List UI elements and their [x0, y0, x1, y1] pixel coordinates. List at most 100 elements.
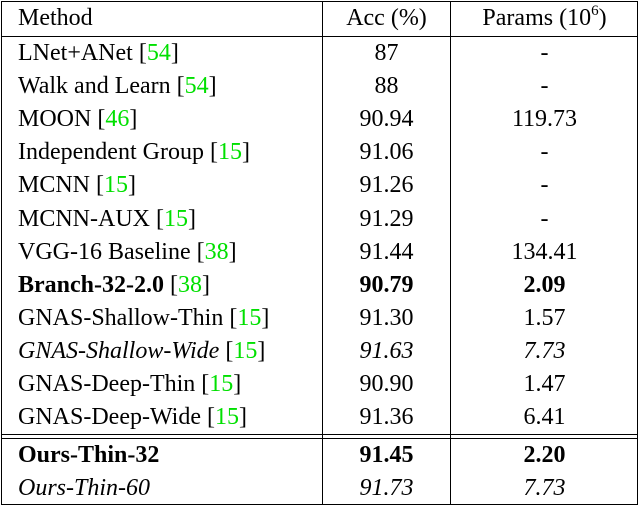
acc-cell: 88	[374, 73, 399, 100]
params-cell: -	[540, 40, 549, 66]
header-acc: Acc (%)	[346, 5, 427, 31]
acc-cell: 90.90	[359, 371, 414, 397]
params-cell: -	[540, 73, 549, 100]
method-name: Ours-Thin-32	[18, 442, 160, 468]
params-cell: 2.09	[523, 271, 566, 298]
citation: 54	[146, 40, 171, 66]
header-params-unit: (10	[559, 5, 592, 31]
params-cell: -	[540, 205, 549, 232]
method-cell: MCNN-AUX [15]	[18, 203, 196, 236]
citation-bracket: ]	[233, 371, 242, 397]
citation-bracket: ]	[170, 40, 179, 66]
params-cell: 7.73	[523, 337, 566, 364]
method-name: GNAS-Shallow-Thin	[18, 304, 224, 331]
params-cell: 7.73	[523, 475, 566, 501]
acc-cell: 87	[374, 40, 399, 66]
method-name: LNet+ANet	[18, 40, 133, 66]
params-cell: 1.47	[523, 371, 566, 397]
header-params-exp: 6	[591, 3, 599, 19]
params-cell: -	[540, 139, 549, 166]
citation-bracket: [	[156, 205, 164, 232]
method-name: Ours-Thin-60	[18, 475, 151, 501]
method-cell: GNAS-Shallow-Thin [15]	[18, 302, 269, 335]
citation-bracket: ]	[257, 337, 266, 364]
acc-cell: 91.36	[359, 404, 414, 431]
method-cell: MCNN [15]	[18, 169, 136, 202]
citation-bracket: [	[206, 404, 215, 431]
citation-bracket: ]	[188, 205, 196, 232]
citation: 15	[237, 304, 262, 331]
params-cell: 134.41	[511, 238, 578, 265]
method-cell: GNAS-Deep-Wide [15]	[18, 401, 247, 434]
citation-bracket: [	[176, 73, 185, 100]
citation-bracket: [	[138, 40, 147, 66]
citation-bracket: [	[170, 271, 178, 298]
method-cell: GNAS-Deep-Thin [15]	[18, 368, 241, 401]
header-method: Method	[18, 5, 93, 31]
citation-bracket: [	[201, 371, 210, 397]
acc-cell: 91.26	[359, 172, 414, 199]
column-rule	[450, 1, 451, 505]
citation-bracket: [	[229, 304, 238, 331]
method-cell: Walk and Learn [54]	[18, 70, 217, 103]
method-name: MCNN	[18, 172, 91, 199]
method-name: VGG-16 Baseline	[18, 238, 191, 265]
method-name: MCNN-AUX	[18, 205, 150, 232]
method-name: MOON	[18, 106, 92, 133]
acc-cell: 91.06	[359, 139, 414, 166]
citation: 15	[233, 337, 258, 364]
method-name: Independent Group	[18, 139, 204, 166]
method-cell: GNAS-Shallow-Wide [15]	[18, 335, 265, 368]
method-name: GNAS-Deep-Wide	[18, 404, 201, 431]
citation: 15	[209, 371, 234, 397]
header-params-unit: )	[598, 5, 607, 31]
citation-bracket: ]	[228, 238, 237, 265]
citation-bracket: ]	[128, 172, 137, 199]
acc-cell: 90.79	[359, 271, 414, 298]
citation-bracket: [	[209, 139, 218, 166]
acc-cell: 91.73	[359, 475, 414, 501]
citation-bracket: [	[196, 238, 205, 265]
citation-bracket: ]	[208, 73, 217, 100]
citation-bracket: [	[225, 337, 234, 364]
citation: 15	[104, 172, 129, 199]
citation: 54	[184, 73, 209, 100]
method-cell: Ours-Thin-32	[18, 439, 159, 472]
citation: 46	[105, 106, 130, 133]
citation: 38	[178, 271, 202, 298]
method-cell: VGG-16 Baseline [38]	[18, 236, 237, 269]
border	[1, 504, 638, 505]
acc-cell: 91.29	[359, 205, 414, 232]
params-cell: 1.57	[523, 304, 566, 331]
params-cell: 6.41	[523, 404, 566, 431]
method-cell: MOON [46]	[18, 103, 137, 136]
border	[1, 1, 2, 505]
citation: 15	[164, 205, 188, 232]
citation-bracket: [	[97, 106, 106, 133]
method-name: GNAS-Shallow-Wide	[18, 337, 220, 364]
section-rule	[1, 438, 638, 439]
citation-bracket: ]	[129, 106, 138, 133]
citation-bracket: ]	[238, 404, 247, 431]
params-cell: 119.73	[511, 106, 578, 133]
acc-cell: 91.30	[359, 304, 414, 331]
method-name: GNAS-Deep-Thin	[18, 371, 196, 397]
header-params: Params (106)	[451, 2, 638, 35]
citation: 15	[217, 139, 242, 166]
header-rule	[1, 36, 638, 37]
acc-cell: 91.45	[359, 442, 414, 468]
header-params-label: Params	[482, 5, 554, 31]
acc-cell: 90.94	[359, 106, 414, 133]
acc-cell: 91.63	[359, 337, 414, 364]
border	[1, 1, 638, 2]
method-name: Branch-32-2.0	[18, 271, 164, 298]
section-rule	[1, 434, 638, 435]
method-cell: Branch-32-2.0 [38]	[18, 269, 210, 302]
acc-cell: 91.44	[359, 238, 414, 265]
method-cell: Independent Group [15]	[18, 136, 250, 169]
params-cell: 2.20	[523, 442, 566, 468]
method-cell: Ours-Thin-60	[18, 472, 150, 505]
method-cell: LNet+ANet [54]	[18, 37, 179, 70]
citation-bracket: [	[96, 172, 105, 199]
